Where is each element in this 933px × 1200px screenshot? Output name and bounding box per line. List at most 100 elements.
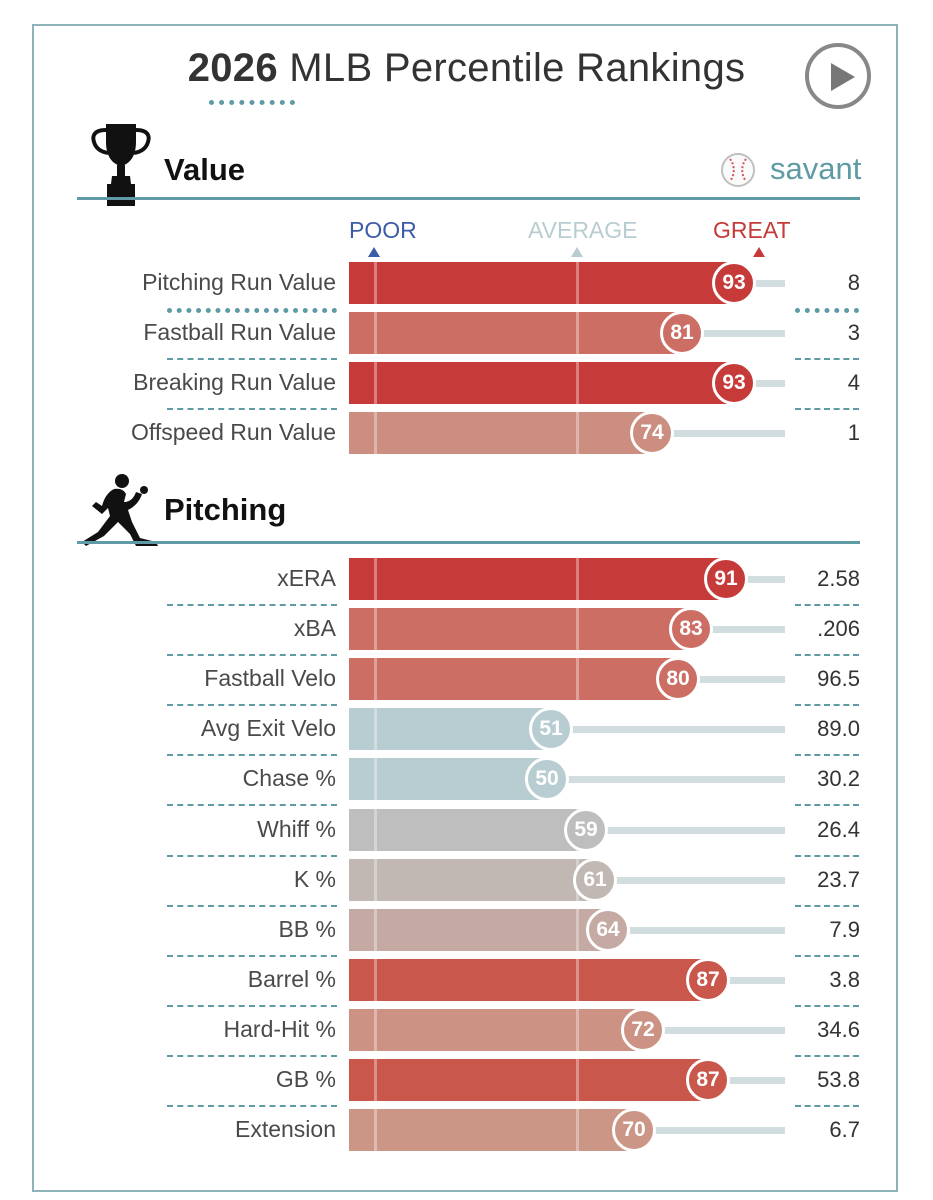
pitching-reference-line: [374, 758, 377, 800]
pitching-row-separator: [795, 804, 859, 806]
pitching-reference-line: [374, 608, 377, 650]
pitching-metric-label: Hard-Hit %: [223, 1016, 336, 1042]
page-title: 2026 MLB Percentile Rankings: [0, 46, 933, 91]
pitching-reference-line: [374, 909, 377, 951]
value-section-title: Value: [164, 152, 245, 187]
pitching-row-separator: [795, 855, 859, 857]
pitching-stat-value: 53.8: [817, 1067, 860, 1092]
pitching-track: [586, 827, 785, 834]
pitching-row-separator: [167, 604, 337, 606]
pitching-bar: [349, 1009, 643, 1051]
pitching-reference-line: [576, 1059, 579, 1101]
pitching-bar: [349, 608, 691, 650]
scale-average-marker: [571, 247, 583, 257]
value-row-separator: [167, 308, 337, 313]
value-reference-line: [374, 412, 377, 454]
value-track: [734, 380, 785, 387]
pitcher-icon: [82, 474, 158, 546]
title-underline: [209, 100, 295, 105]
value-track: [652, 430, 785, 437]
pitching-row-separator: [167, 1105, 337, 1107]
savant-brand-text: savant: [770, 151, 862, 186]
value-percentile-label: 93: [712, 361, 756, 405]
trophy-icon: [91, 124, 151, 206]
value-bar: [349, 412, 652, 454]
pitching-bar: [349, 1059, 708, 1101]
value-percentile-label: 74: [630, 411, 674, 455]
pitching-stat-value: 89.0: [817, 716, 860, 741]
pitching-percentile-label: 87: [686, 1058, 730, 1102]
pitching-reference-line: [374, 1109, 377, 1151]
pitching-track: [708, 1077, 785, 1084]
pitching-metric-label: xBA: [293, 615, 336, 641]
pitching-row-separator: [167, 804, 337, 806]
pitching-track: [678, 676, 785, 683]
value-stat-value: 4: [847, 370, 860, 395]
pitching-stat-value: 96.5: [817, 666, 860, 691]
pitching-section-rule: [77, 541, 860, 544]
pitching-percentile-label: 70: [612, 1108, 656, 1152]
scale-great-label: GREAT: [713, 217, 791, 243]
pitching-bar: [349, 909, 608, 951]
pitching-reference-line: [374, 1059, 377, 1101]
pitching-row-separator: [167, 905, 337, 907]
pitching-bar: [349, 708, 551, 750]
pitching-bar: [349, 809, 586, 851]
value-reference-line: [576, 412, 579, 454]
pitching-track: [608, 927, 785, 934]
pitching-track: [708, 977, 785, 984]
pitching-row-separator: [795, 604, 859, 606]
pitching-row-separator: [167, 654, 337, 656]
pitching-percentile-label: 59: [564, 808, 608, 852]
pitching-reference-line: [576, 909, 579, 951]
pitching-percentile-label: 87: [686, 958, 730, 1002]
pitching-metric-label: K %: [293, 866, 336, 892]
pitching-reference-line: [374, 959, 377, 1001]
pitching-percentile-label: 61: [573, 858, 617, 902]
value-metric-label: Breaking Run Value: [133, 369, 336, 395]
pitching-metric-label: Avg Exit Velo: [200, 715, 336, 741]
pitching-reference-line: [576, 1109, 579, 1151]
pitching-bar: [349, 758, 547, 800]
pitching-reference-line: [374, 859, 377, 901]
scale-poor-label: POOR: [349, 217, 417, 243]
pitching-row-separator: [795, 955, 859, 957]
pitching-row-separator: [795, 1055, 859, 1057]
value-track: [682, 330, 785, 337]
baseball-icon: [721, 153, 755, 187]
pitching-reference-line: [374, 558, 377, 600]
value-reference-line: [374, 262, 377, 304]
value-percentile-label: 93: [712, 261, 756, 305]
value-row-separator: [167, 408, 337, 410]
pitching-row-separator: [795, 704, 859, 706]
pitching-percentile-label: 50: [525, 757, 569, 801]
pitching-row-separator: [167, 855, 337, 857]
savant-logo: savant: [718, 150, 868, 194]
pitching-row-separator: [795, 654, 859, 656]
pitching-row-separator: [795, 1005, 859, 1007]
value-row-separator: [795, 408, 859, 410]
value-row-separator: [795, 358, 859, 360]
play-button-icon[interactable]: [805, 43, 871, 109]
pitching-bar: [349, 1109, 634, 1151]
pitching-reference-line: [576, 658, 579, 700]
pitching-track: [551, 726, 785, 733]
pitching-metric-label: xERA: [277, 565, 336, 591]
value-bar: [349, 312, 682, 354]
pitching-track: [691, 626, 785, 633]
title-text: MLB Percentile Rankings: [277, 46, 746, 90]
pitching-row-separator: [167, 1005, 337, 1007]
scale-average-label: AVERAGE: [528, 217, 638, 243]
pitching-reference-line: [576, 1009, 579, 1051]
pitching-reference-line: [576, 608, 579, 650]
pitching-reference-line: [576, 959, 579, 1001]
pitching-row-separator: [167, 754, 337, 756]
scale-poor-marker: [368, 247, 380, 257]
pitching-bar: [349, 959, 708, 1001]
pitching-stat-value: 6.7: [829, 1117, 860, 1142]
pitching-track: [726, 576, 785, 583]
value-section-rule: [77, 197, 860, 200]
value-track: [734, 280, 785, 287]
title-year: 2026: [187, 46, 278, 90]
value-metric-label: Offspeed Run Value: [130, 419, 336, 445]
